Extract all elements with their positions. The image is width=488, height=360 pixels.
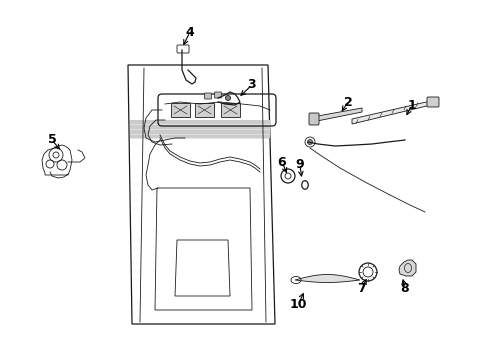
FancyBboxPatch shape	[204, 93, 211, 99]
Text: 7: 7	[357, 282, 366, 294]
Text: 3: 3	[247, 78, 256, 91]
Text: 6: 6	[277, 156, 286, 168]
FancyBboxPatch shape	[171, 103, 190, 117]
FancyBboxPatch shape	[221, 103, 240, 117]
FancyBboxPatch shape	[195, 103, 214, 117]
FancyBboxPatch shape	[426, 97, 438, 107]
Polygon shape	[311, 108, 361, 122]
Text: 9: 9	[295, 158, 304, 171]
FancyBboxPatch shape	[308, 113, 318, 125]
Text: 10: 10	[289, 298, 306, 311]
Text: 5: 5	[47, 134, 56, 147]
Text: 8: 8	[400, 282, 408, 294]
Circle shape	[225, 95, 230, 100]
Text: 1: 1	[407, 99, 415, 112]
Polygon shape	[351, 100, 434, 124]
Polygon shape	[294, 275, 359, 283]
FancyBboxPatch shape	[214, 92, 221, 98]
Text: 2: 2	[343, 95, 352, 108]
Text: 4: 4	[185, 26, 194, 39]
Polygon shape	[398, 260, 415, 276]
Circle shape	[307, 139, 312, 144]
